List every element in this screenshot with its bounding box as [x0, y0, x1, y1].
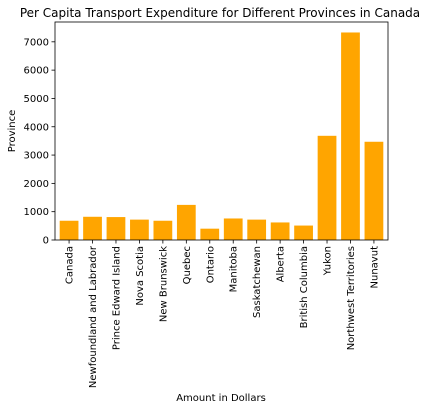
y-tick-label: 4000	[24, 122, 49, 133]
y-tick-label: 6000	[24, 66, 49, 77]
bar-northwest-territories	[341, 32, 360, 241]
x-tick-label-manitoba: Manitoba	[229, 246, 240, 292]
bar-manitoba	[223, 218, 243, 240]
x-tick-label-ontario: Ontario	[205, 246, 216, 283]
x-axis-label: Amount in Dollars	[176, 393, 266, 404]
x-tick-label-british-columbia: British Columbia	[299, 246, 310, 328]
x-tick-label-northwest-territories: Northwest Territories	[346, 246, 357, 350]
bar-quebec	[176, 204, 196, 240]
x-tick-label-yukon: Yukon	[323, 246, 334, 276]
bar-ontario	[200, 228, 220, 240]
y-tick-label: 5000	[24, 94, 49, 105]
x-tick-label-newfoundland-and-labrador: Newfoundland and Labrador	[88, 245, 99, 388]
x-tick-label-prince-edward-island: Prince Edward Island	[111, 246, 122, 350]
bar-nova-scotia	[130, 219, 149, 240]
x-axis-ticks: Canada Newfoundland and Labrador Prince Ed…	[65, 240, 380, 388]
chart-title: Per Capita Transport Expenditure for Dif…	[20, 6, 420, 20]
x-tick-label-quebec: Quebec	[182, 246, 193, 284]
bar-nunavut	[364, 141, 384, 240]
bar-alberta	[270, 222, 290, 240]
y-tick-label: 7000	[24, 37, 49, 48]
bar-saskatchewan	[247, 219, 267, 240]
x-tick-label-new-brunswick: New Brunswick	[158, 246, 169, 322]
bar-new-brunswick	[153, 220, 173, 240]
plot-frame	[54, 21, 389, 241]
bar-prince-edward-island	[106, 217, 126, 240]
y-tick-label: 1000	[24, 207, 49, 218]
y-axis-ticks: 0 1000 2000 3000 4000 5000 6000 7000	[24, 37, 55, 247]
y-tick-label: 3000	[24, 151, 49, 162]
bar-canada	[59, 220, 79, 240]
x-tick-label-alberta: Alberta	[276, 246, 287, 282]
y-axis-label: Province	[7, 110, 18, 153]
x-tick-label-canada: Canada	[65, 246, 76, 284]
y-tick-label: 2000	[24, 179, 49, 190]
x-tick-label-nova-scotia: Nova Scotia	[135, 246, 146, 306]
bar-yukon	[317, 135, 337, 240]
bar-newfoundland-and-labrador	[83, 216, 102, 240]
bars-layer	[59, 32, 384, 241]
y-tick-label: 0	[43, 236, 49, 247]
x-tick-label-nunavut: Nunavut	[369, 246, 380, 289]
x-tick-label-saskatchewan: Saskatchewan	[252, 246, 263, 318]
bar-british-columbia	[294, 225, 313, 240]
